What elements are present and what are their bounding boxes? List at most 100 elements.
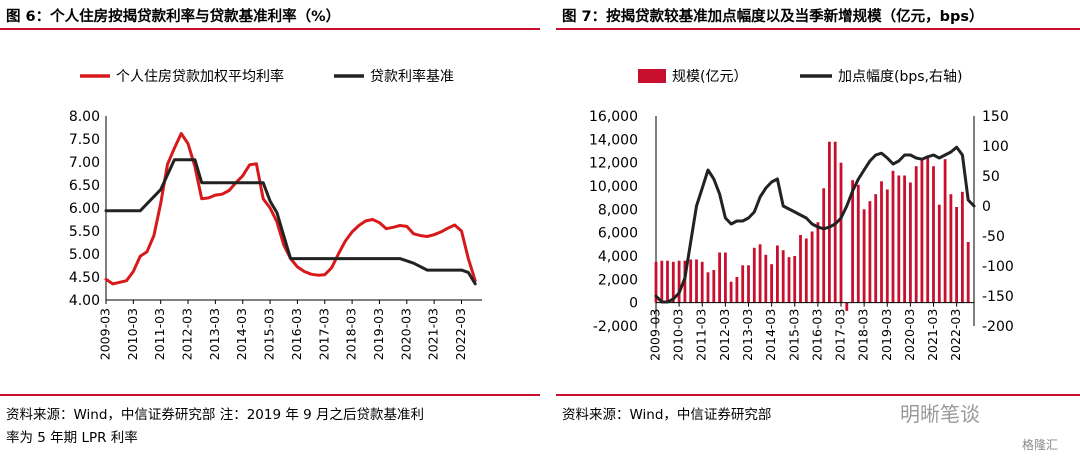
right-y-tick-label-2: 50 <box>982 169 1000 185</box>
bar-50 <box>943 159 947 303</box>
x-tick-label-4: 2013-03 <box>207 308 222 360</box>
y-tick-label-7: 4.50 <box>69 270 100 286</box>
bar-52 <box>955 207 958 303</box>
bar-9 <box>706 272 710 303</box>
bar-11 <box>718 252 721 303</box>
x-tick-label-8: 2017-03 <box>316 308 331 360</box>
left-figure-title: 图 6：个人住房按揭贷款利率与贷款基准利率（%） <box>6 9 341 25</box>
x-tick-label-7: 2016-03 <box>289 308 304 360</box>
left-y-tick-label-5: 6,000 <box>598 226 638 242</box>
left-source-line1: 资料来源：Wind，中信证券研究部 注：2019 年 9 月之后贷款基准利 <box>6 407 425 423</box>
right-y-tick-label-5: -100 <box>982 259 1014 275</box>
bar-47 <box>926 158 930 303</box>
x-tick-label-10: 2019-03 <box>879 309 894 361</box>
x-tick-label-0: 2009-03 <box>648 309 663 361</box>
bar-53 <box>961 191 964 303</box>
left-y-tick-label-1: 14,000 <box>589 132 638 148</box>
bar-51 <box>949 194 953 303</box>
x-tick-label-1: 2010-03 <box>125 308 140 360</box>
bar-22 <box>781 250 785 303</box>
right-chart: 规模(亿元） 加点幅度(bps,右轴) 16,000 14,000 12,000 10,0… <box>589 69 1014 361</box>
bar-32 <box>839 162 843 303</box>
x-tick-label-10: 2019-03 <box>371 308 386 360</box>
legend-swatch-0 <box>638 69 666 83</box>
x-tick-label-11: 2020-03 <box>902 309 917 361</box>
x-tick-label-11: 2020-03 <box>398 308 413 360</box>
right-panel: 图 7：按揭贷款较基准加点幅度以及当季新增规模（亿元，bps） 规模(亿元） 加点… <box>556 0 1080 458</box>
bar-23 <box>787 257 791 303</box>
left-chart: 个人住房贷款加权平均利率 贷款利率基准 8.00 7.50 7.00 6.50 6.00 5.… <box>69 68 482 360</box>
x-tick-label-8: 2017-03 <box>833 309 848 361</box>
x-tick-label-1: 2010-03 <box>671 309 686 361</box>
legend-label-0: 个人住房贷款加权平均利率 <box>116 68 284 85</box>
bar-15 <box>741 265 745 303</box>
y-tick-label-2: 7.00 <box>69 155 100 171</box>
bar-14 <box>735 277 739 303</box>
bar-27 <box>810 231 814 303</box>
x-tick-label-13: 2022-03 <box>453 308 468 360</box>
bar-46 <box>920 160 924 303</box>
bar-48 <box>932 166 935 303</box>
bar-34 <box>851 180 854 303</box>
bar-24 <box>793 256 797 303</box>
left-y-tick-label-9: -2,000 <box>593 319 638 335</box>
bar-8 <box>700 261 704 303</box>
left-y-tick-label-7: 2,000 <box>598 272 638 288</box>
y-tick-label-8: 4.00 <box>69 293 100 309</box>
left-y-tick-label-4: 8,000 <box>598 202 638 218</box>
bar-3 <box>671 261 675 303</box>
series-line-1 <box>104 158 477 286</box>
y-tick-label-4: 6.00 <box>69 201 100 217</box>
left-source-rule <box>0 394 540 396</box>
left-title-rule <box>0 28 540 30</box>
bar-18 <box>758 244 762 303</box>
legend-label-0: 规模(亿元） <box>672 69 747 85</box>
x-tick-label-3: 2012-03 <box>717 309 732 361</box>
bar-21 <box>776 245 779 303</box>
bar-4 <box>677 260 681 303</box>
x-tick-label-6: 2015-03 <box>262 308 277 360</box>
y-tick-label-0: 8.00 <box>69 109 100 125</box>
left-panel: 图 6：个人住房按揭贷款利率与贷款基准利率（%） 个人住房贷款加权平均利率 贷款利… <box>0 9 540 446</box>
bar-29 <box>822 188 826 303</box>
bar-0 <box>654 261 658 303</box>
bar-33 <box>845 302 849 311</box>
y-tick-label-3: 6.50 <box>69 178 100 194</box>
bar-25 <box>799 235 802 303</box>
right-figure-title: 图 7：按揭贷款较基准加点幅度以及当季新增规模（亿元，bps） <box>562 9 984 25</box>
bar-28 <box>816 222 820 303</box>
left-y-tick-label-2: 12,000 <box>589 156 638 172</box>
y-tick-label-6: 5.00 <box>69 247 100 263</box>
bar-13 <box>729 281 733 303</box>
bar-10 <box>712 270 716 303</box>
bar-39 <box>880 181 883 303</box>
legend-label-1: 加点幅度(bps,右轴) <box>838 69 962 85</box>
bar-26 <box>804 238 808 303</box>
left-y-tick-label-6: 4,000 <box>598 249 638 265</box>
bar-37 <box>868 201 872 303</box>
right-y-tick-label-1: 100 <box>982 139 1009 155</box>
right-y-tick-label-6: -150 <box>982 289 1014 305</box>
right-y-tick-label-3: 0 <box>982 199 991 215</box>
bar-16 <box>747 265 750 303</box>
x-tick-label-0: 2009-03 <box>98 308 113 360</box>
bar-44 <box>909 182 912 303</box>
bar-20 <box>770 264 773 303</box>
bar-7 <box>695 259 698 303</box>
x-tick-label-5: 2014-03 <box>234 308 249 360</box>
x-tick-label-4: 2013-03 <box>740 309 755 361</box>
bar-54 <box>966 242 970 303</box>
watermark-text: 明晰笔谈 <box>900 402 980 426</box>
x-tick-label-6: 2015-03 <box>786 309 801 361</box>
right-source-line1: 资料来源：Wind，中信证券研究部 <box>562 407 772 423</box>
x-tick-label-12: 2021-03 <box>925 309 940 361</box>
left-y-tick-label-8: 0 <box>629 296 638 312</box>
bar-2 <box>666 260 669 303</box>
bar-42 <box>897 175 901 303</box>
y-tick-label-5: 5.50 <box>69 224 100 240</box>
right-y-tick-label-4: -50 <box>982 229 1005 245</box>
x-tick-label-2: 2011-03 <box>694 309 709 361</box>
bar-19 <box>764 254 768 303</box>
right-title-rule <box>556 28 1080 30</box>
spread-line <box>654 145 976 304</box>
